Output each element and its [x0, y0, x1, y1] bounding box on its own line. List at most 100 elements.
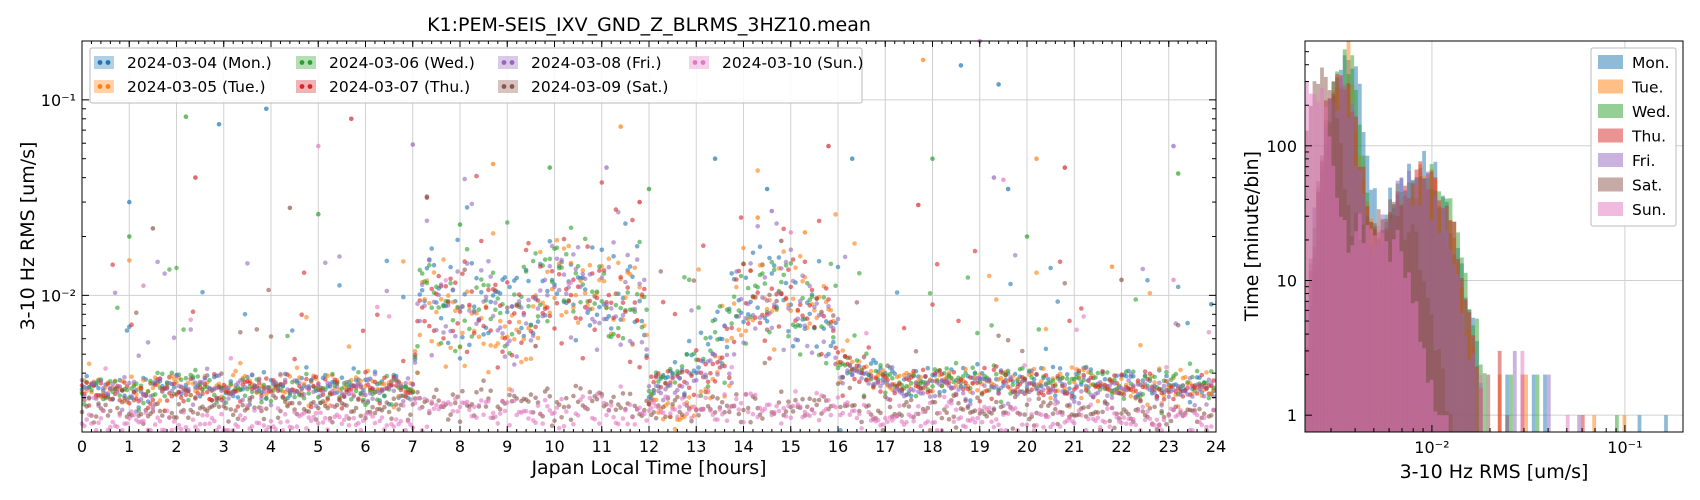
scatter-point — [608, 403, 614, 408]
scatter-point — [568, 292, 574, 298]
scatter-point — [748, 391, 753, 397]
scatter-point — [552, 326, 557, 331]
scatter-point — [186, 397, 191, 403]
scatter-point — [1076, 368, 1082, 374]
scatter-point — [826, 398, 831, 403]
scatter-point — [781, 405, 786, 411]
scatter-point — [849, 372, 855, 378]
scatter-point — [327, 381, 333, 387]
hist-legend-label: Fri. — [1632, 152, 1655, 170]
scatter-point — [167, 415, 172, 421]
scatter-point — [384, 288, 390, 294]
scatter-point — [519, 359, 524, 365]
scatter-point — [521, 312, 527, 318]
histogram-bar — [1441, 415, 1445, 432]
scatter-point — [842, 254, 848, 260]
scatter-point — [204, 366, 210, 372]
x-tick-label: 2 — [171, 437, 181, 456]
scatter-point — [724, 344, 730, 350]
scatter-point — [403, 394, 409, 399]
scatter-point — [727, 309, 732, 315]
scatter-point — [528, 392, 534, 397]
scatter-point — [1159, 408, 1164, 414]
scatter-point — [963, 366, 968, 372]
scatter-point — [332, 390, 338, 396]
scatter-point — [944, 410, 949, 416]
scatter-point — [268, 398, 274, 404]
scatter-point — [597, 304, 602, 310]
scatter-point — [1102, 419, 1108, 425]
scatter-point — [129, 409, 134, 414]
hist-legend-swatch — [1598, 128, 1623, 143]
scatter-point — [1088, 370, 1094, 376]
scatter-point — [660, 299, 666, 305]
scatter-point — [483, 305, 489, 311]
scatter-point — [117, 413, 123, 418]
scatter-point — [441, 330, 446, 335]
scatter-point — [408, 397, 413, 402]
scatter-point — [750, 411, 756, 417]
scatter-point — [467, 308, 472, 313]
scatter-point — [736, 411, 742, 417]
scatter-point — [523, 247, 529, 253]
scatter-point — [479, 398, 484, 403]
scatter-point — [634, 318, 640, 323]
scatter-point — [1081, 405, 1086, 410]
scatter-point — [1159, 403, 1164, 408]
scatter-point — [618, 274, 623, 280]
scatter-point — [554, 300, 560, 306]
scatter-point — [885, 419, 890, 425]
scatter-point — [259, 393, 264, 398]
scatter-point — [871, 415, 876, 420]
scatter-point — [599, 394, 605, 399]
scatter-point — [625, 252, 630, 258]
scatter-point — [131, 412, 137, 418]
scatter-point — [637, 285, 642, 290]
scatter-point — [448, 281, 453, 286]
scatter-point — [573, 383, 579, 389]
scatter-point — [1029, 375, 1034, 380]
scatter-point — [1204, 402, 1209, 407]
scatter-point-outlier — [802, 230, 808, 235]
scatter-point — [460, 330, 465, 336]
scatter-point — [169, 393, 175, 399]
scatter-point — [495, 296, 501, 301]
scatter-point — [715, 396, 720, 401]
x-tick-label: 24 — [1206, 437, 1226, 456]
scatter-point-outlier — [150, 226, 156, 231]
scatter-point — [729, 380, 734, 386]
scatter-point — [162, 393, 167, 399]
scatter-point — [1211, 394, 1216, 399]
scatter-point — [401, 403, 406, 408]
scatter-point-outlier — [788, 230, 794, 235]
scatter-point — [634, 244, 640, 249]
scatter-point — [219, 371, 224, 376]
scatter-point — [356, 397, 361, 403]
scatter-point — [675, 387, 680, 393]
scatter-point — [601, 268, 607, 273]
legend-marker — [97, 60, 103, 65]
scatter-point — [379, 415, 385, 420]
scatter-point — [238, 386, 243, 392]
scatter-point — [951, 419, 957, 425]
scatter-point — [1046, 414, 1051, 420]
scatter-point — [701, 243, 706, 248]
scatter-point — [375, 397, 380, 403]
scatter-point — [932, 400, 938, 405]
scatter-point — [464, 246, 470, 252]
scatter-point — [989, 323, 994, 328]
scatter-point — [238, 378, 243, 383]
scatter-point — [573, 292, 579, 298]
scatter-point — [705, 341, 711, 347]
scatter-point — [370, 414, 375, 419]
scatter-point — [1060, 375, 1065, 381]
scatter-point — [1133, 395, 1138, 400]
scatter-point — [398, 387, 404, 393]
scatter-point — [911, 368, 916, 374]
scatter-point — [249, 394, 255, 400]
scatter-point — [311, 414, 316, 420]
scatter-point — [989, 411, 994, 416]
scatter-point — [585, 310, 590, 316]
scatter-point — [152, 382, 158, 388]
scatter-point — [831, 339, 836, 345]
